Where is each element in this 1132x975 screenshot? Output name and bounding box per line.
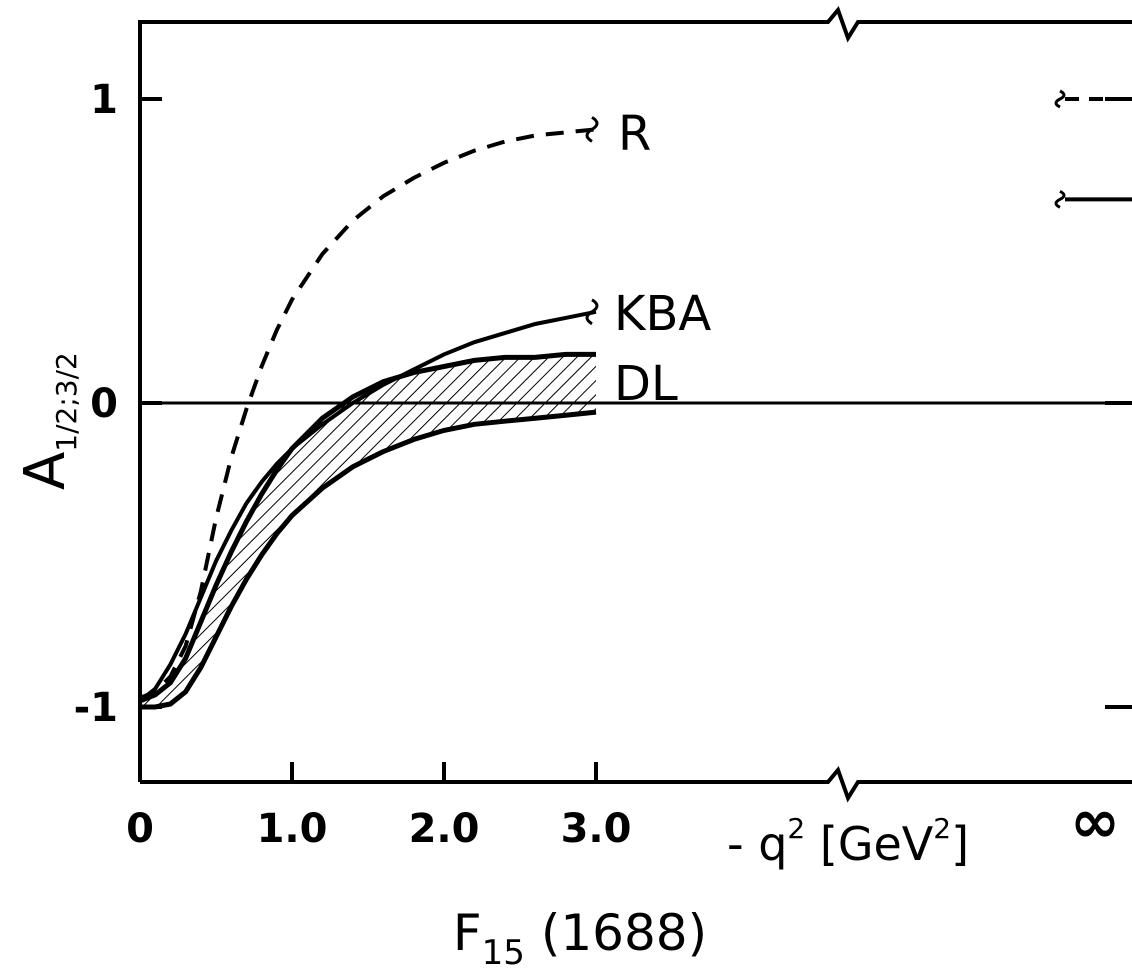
- x-tick-label: 3.0: [561, 806, 632, 852]
- series-dl-upper: [139, 351, 596, 704]
- label-kba: KBA: [614, 286, 711, 342]
- asymptote-markers: [1054, 89, 1132, 209]
- series-dl-lower: [140, 409, 597, 710]
- y-axis-label-sub: 1/2;3/2: [50, 352, 83, 452]
- chart-title-sub: 15: [482, 933, 525, 973]
- curve-labels: R KBA DL: [614, 106, 711, 412]
- x-axis-ticks: 0 1.0 2.0 3.0: [126, 762, 631, 852]
- chart-title-main: F: [453, 904, 482, 962]
- x-axis-label-b: [GeV: [805, 817, 934, 871]
- x-axis-label-c: ]: [951, 817, 969, 871]
- chart-title-rest: (1688): [525, 904, 707, 962]
- asymptote-kba-break: [1054, 189, 1066, 209]
- y-axis-label: A1/2;3/2: [13, 352, 83, 490]
- x-axis-label-sup2: 2: [933, 812, 951, 845]
- y-axis-label-main: A: [13, 452, 78, 490]
- label-dl: DL: [614, 356, 678, 412]
- frame-top: [140, 6, 1132, 43]
- series-kba-break: [585, 298, 599, 326]
- x-axis-label: - q2 [GeV2]: [727, 812, 969, 871]
- series-layer: [138, 116, 599, 710]
- series-r-break: [585, 116, 599, 143]
- series-r-line: [139, 127, 597, 700]
- x-tick-label: 2.0: [409, 806, 480, 852]
- x-tick-label: 0: [126, 806, 154, 852]
- y-tick-label: 0: [90, 381, 118, 427]
- y-tick-label: 1: [90, 77, 118, 123]
- asymptote-r-break: [1054, 89, 1066, 109]
- chart-title: F15 (1688): [453, 904, 707, 973]
- label-r: R: [618, 106, 651, 162]
- x-tick-label: 1.0: [257, 806, 328, 852]
- x-axis-label-a: - q: [727, 817, 787, 871]
- x-infinity-label: ∞: [1070, 787, 1120, 857]
- y-axis-ticks: -1 0 1: [74, 77, 1132, 731]
- y-tick-label: -1: [74, 685, 118, 731]
- frame-bottom: [140, 766, 1132, 803]
- series-dl-band: [140, 354, 596, 707]
- x-axis-label-sup1: 2: [787, 812, 805, 845]
